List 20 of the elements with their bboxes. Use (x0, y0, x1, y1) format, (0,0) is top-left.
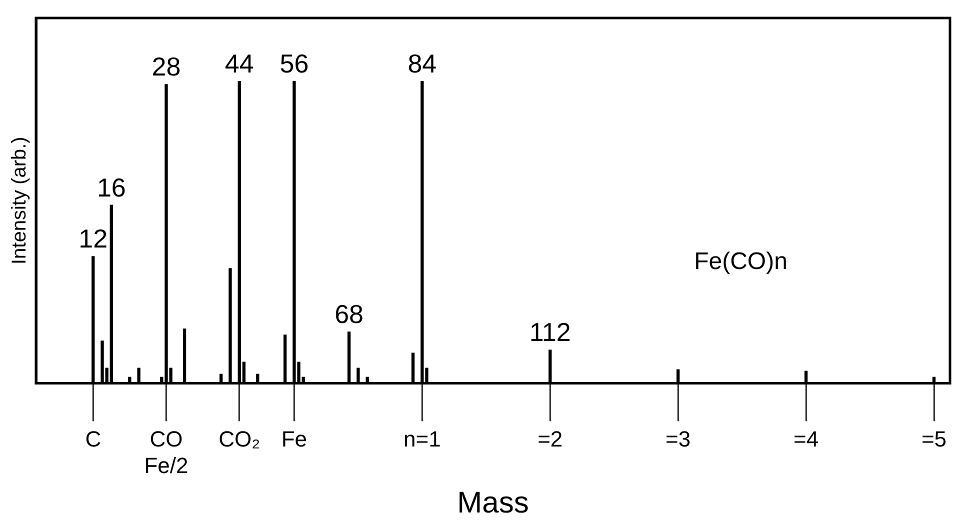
annotation: 16 (96, 172, 126, 202)
annotation: 112 (529, 317, 571, 348)
annotation: 84 (408, 48, 437, 79)
x-tick-label: =2 (538, 426, 563, 452)
annotation: 44 (224, 48, 254, 79)
annotation: Fe(CO)n (694, 248, 788, 276)
x-tick-label: =4 (794, 426, 819, 452)
x-axis-title: Mass (457, 486, 529, 520)
annotation: 12 (78, 224, 108, 254)
x-tick-label: =5 (921, 426, 947, 452)
x-tick-label: Fe (281, 426, 308, 452)
x-tick-label: =3 (666, 426, 691, 452)
x-tick-label: n=1 (404, 426, 441, 452)
x-tick-label: C (85, 426, 102, 452)
annotation: 28 (152, 52, 181, 82)
annotation: 68 (334, 299, 364, 330)
y-axis-title: Intensity (arb.) (8, 136, 31, 265)
x-tick-label: CO Fe/2 (144, 426, 188, 478)
annotation: 56 (280, 48, 309, 79)
x-tick-label: CO₂ (218, 426, 260, 452)
